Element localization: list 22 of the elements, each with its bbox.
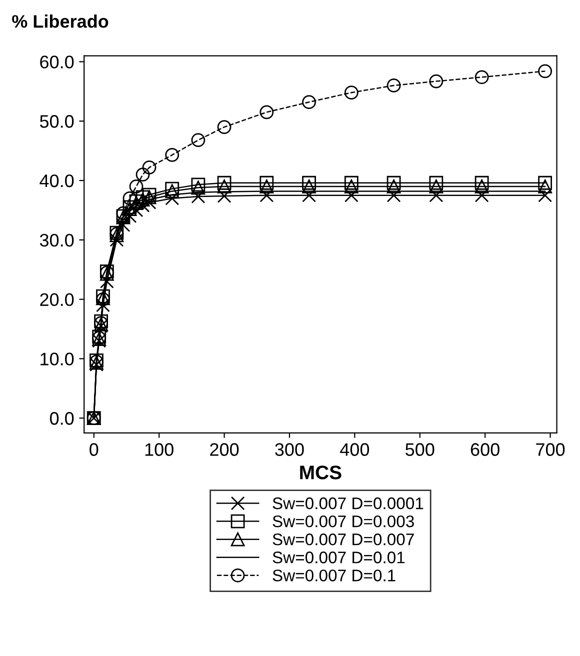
x-tick-label: 500 [406,443,434,456]
y-tick-label: 60.0 [40,56,74,68]
chart-title: % Liberado [12,14,108,28]
y-tick-label: 0.0 [50,412,74,425]
legend-label: Sw=0.007 D=0.0001 [272,497,424,510]
x-axis-title: MCS [300,466,342,480]
x-tick-label: 0 [90,443,98,456]
legend-label: Sw=0.007 D=0.007 [272,534,414,546]
x-tick-label: 300 [275,443,304,456]
x-tick-label: 200 [210,443,239,456]
x-tick-label: 700 [536,443,565,456]
x-tick-label: 100 [145,443,174,456]
x-tick-label: 400 [340,443,370,456]
legend-label: Sw=0.007 D=0.003 [272,515,414,528]
y-tick-label: 20.0 [40,293,74,306]
legend-label: Sw=0.007 D=0.01 [272,552,405,564]
y-tick-label: 10.0 [40,352,74,366]
x-tick-label: 600 [470,443,500,456]
legend-label: Sw=0.007 D=0.1 [272,570,396,582]
y-tick-label: 30.0 [40,234,74,247]
y-tick-label: 50.0 [40,115,74,128]
y-tick-label: 40.0 [40,174,74,188]
